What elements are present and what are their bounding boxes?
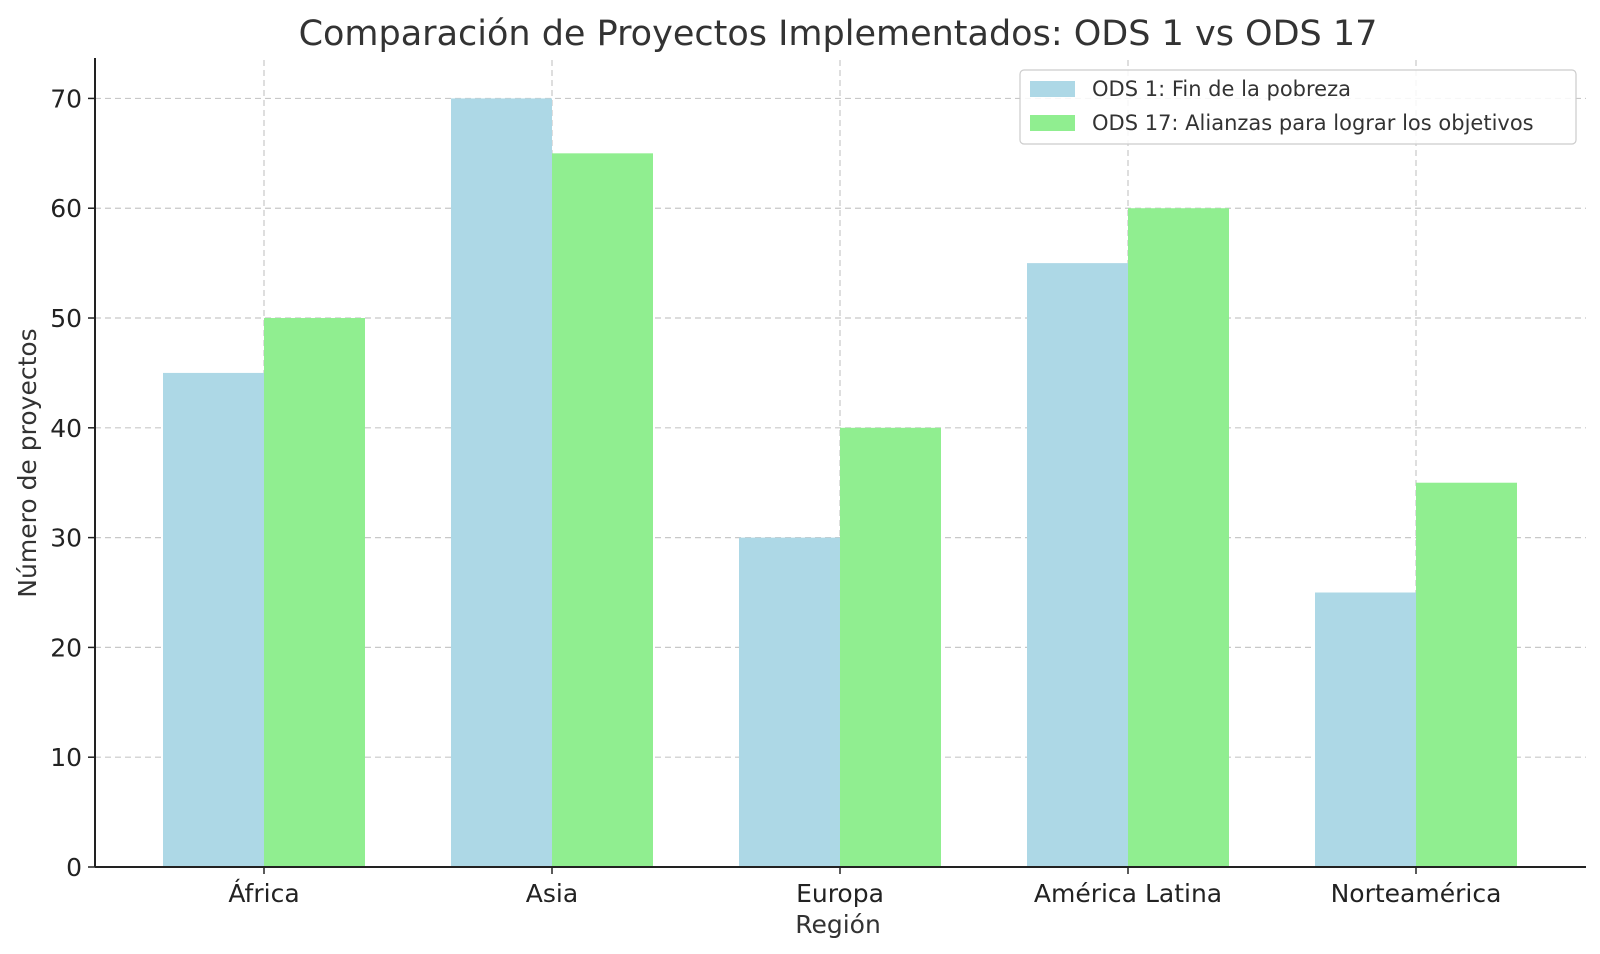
bars [163, 98, 1517, 868]
y-tick-label: 0 [66, 853, 82, 882]
legend-label-ods17: ODS 17: Alianzas para lograr los objetiv… [1092, 111, 1534, 135]
bar-ods1-4 [1315, 592, 1416, 867]
y-axis-label: Número de proyectos [13, 328, 42, 597]
bar-ods1-3 [1027, 263, 1128, 867]
y-tick-label: 70 [50, 84, 82, 113]
bar-ods1-2 [739, 537, 840, 867]
y-tick-labels: 0 10 20 30 40 50 60 70 [50, 84, 82, 882]
chart-title: Comparación de Proyectos Implementados: … [299, 14, 1378, 54]
bar-ods17-1 [552, 153, 653, 867]
bar-ods17-2 [840, 427, 941, 867]
x-tick-label: Asia [526, 879, 578, 908]
y-tick-label: 20 [50, 633, 82, 662]
x-axis-label: Región [795, 910, 881, 939]
legend-box [1019, 69, 1577, 145]
axes [88, 58, 1586, 874]
y-tick-label: 40 [50, 414, 82, 443]
y-tick-label: 50 [50, 304, 82, 333]
x-tick-label: Norteamérica [1331, 879, 1502, 908]
x-tick-labels: África Asia Europa América Latina Norteaméri… [228, 879, 1501, 908]
bar-ods17-3 [1128, 208, 1229, 867]
bar-ods1-0 [163, 372, 264, 867]
legend-label-ods1: ODS 1: Fin de la pobreza [1092, 77, 1351, 101]
legend-swatch-ods17 [1030, 115, 1075, 131]
bar-ods17-0 [264, 318, 365, 868]
bar-ods17-4 [1416, 482, 1517, 867]
y-tick-label: 30 [50, 524, 82, 553]
legend-swatch-ods1 [1030, 81, 1075, 97]
x-tick-label: América Latina [1034, 879, 1222, 908]
x-tick-label: Europa [796, 879, 884, 908]
x-tick-label: África [228, 879, 299, 908]
y-tick-label: 10 [50, 743, 82, 772]
y-tick-label: 60 [50, 194, 82, 223]
legend: ODS 1: Fin de la pobreza ODS 17: Alianza… [1019, 69, 1577, 145]
bar-ods1-1 [451, 98, 552, 867]
